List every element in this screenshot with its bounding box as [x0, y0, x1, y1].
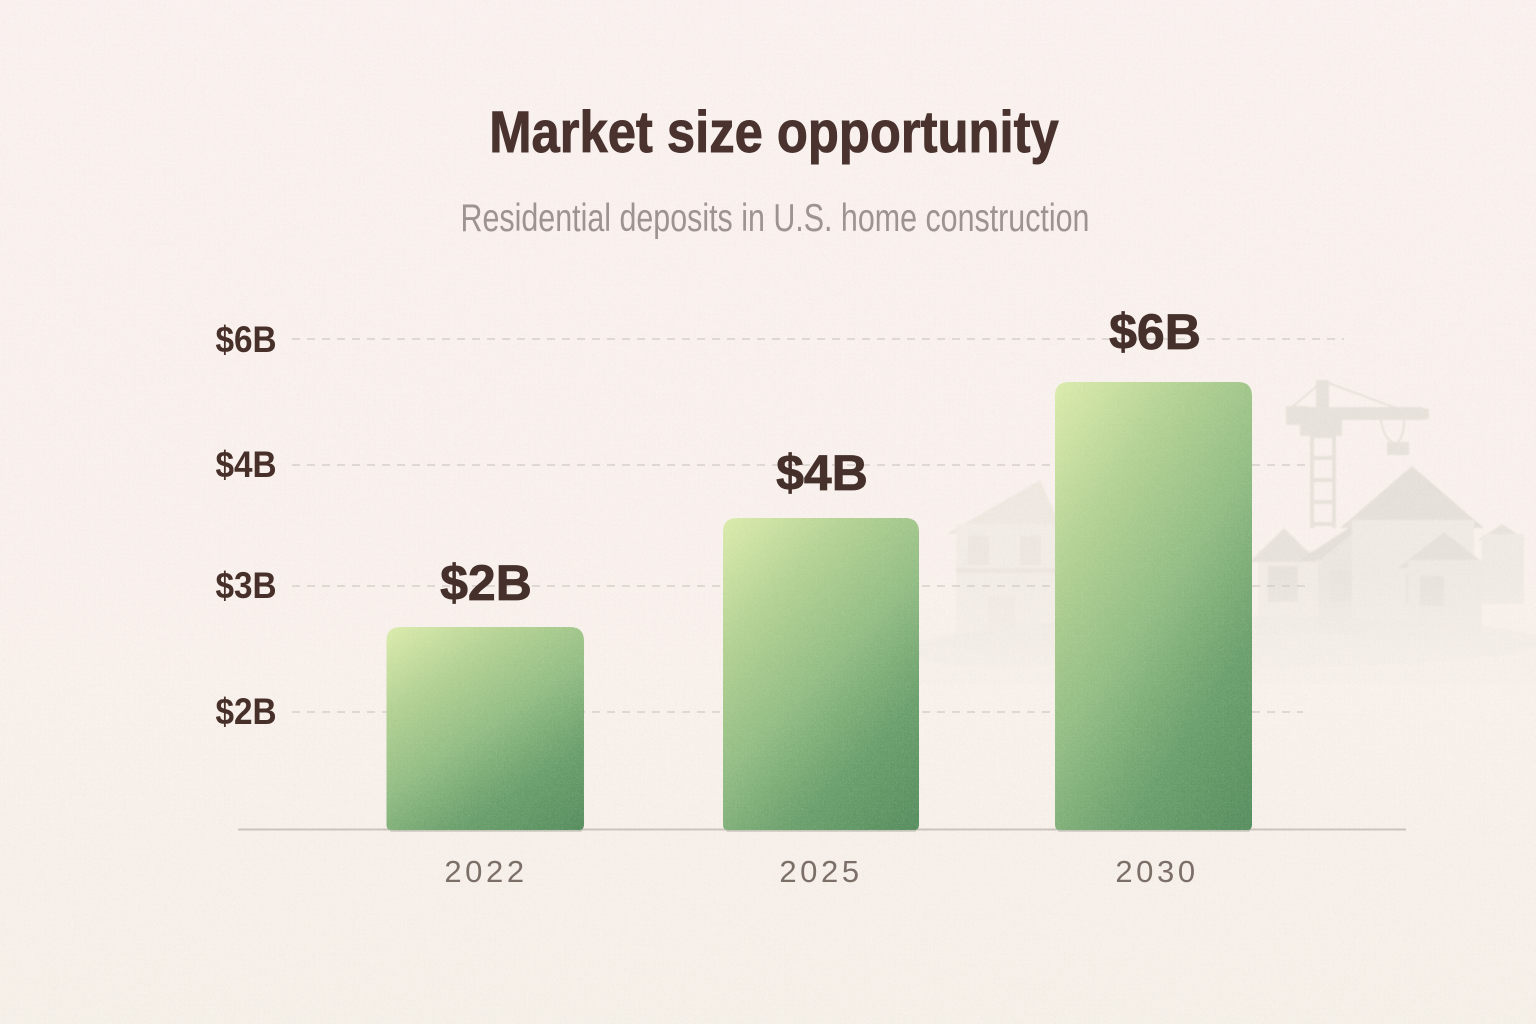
svg-text:Market size opportunity: Market size opportunity [489, 100, 1059, 165]
svg-text:$4B: $4B [776, 445, 868, 501]
svg-text:$6B: $6B [1109, 304, 1201, 360]
svg-text:2022: 2022 [444, 854, 527, 889]
svg-text:$3B: $3B [215, 565, 276, 606]
svg-text:$2B: $2B [440, 555, 532, 611]
svg-text:2030: 2030 [1115, 854, 1198, 889]
svg-text:2025: 2025 [779, 854, 862, 889]
svg-text:$2B: $2B [215, 691, 276, 732]
svg-text:Residential deposits in U.S. h: Residential deposits in U.S. home constr… [461, 196, 1090, 239]
svg-text:$6B: $6B [215, 319, 276, 360]
svg-text:$4B: $4B [215, 444, 276, 485]
